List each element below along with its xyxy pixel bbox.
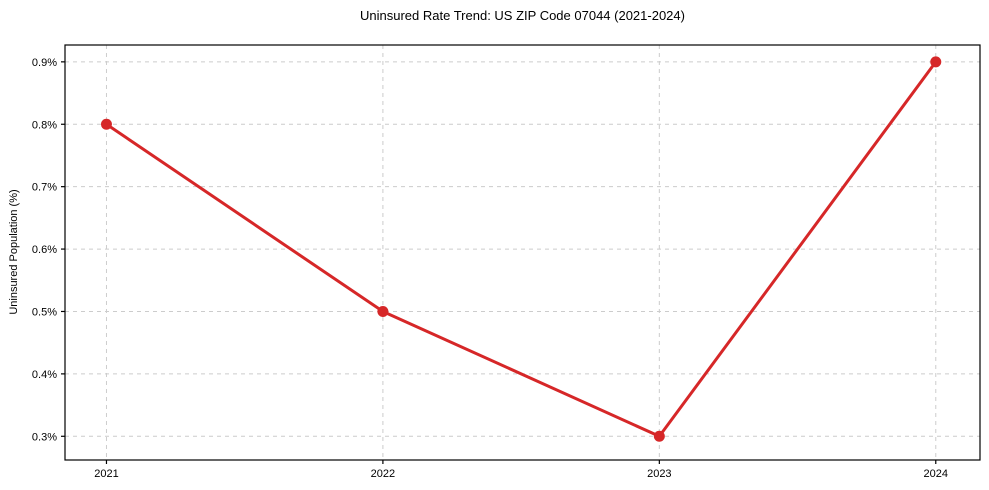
plot-border [64,44,981,461]
y-tick-label: 0.5% [32,306,57,318]
data-point-marker [377,305,389,317]
x-tick-label: 2022 [371,468,395,480]
data-point-marker [930,56,942,68]
chart-title: Uninsured Rate Trend: US ZIP Code 07044 … [360,8,685,23]
y-tick-label: 0.9% [32,57,57,69]
trend-line [104,60,938,438]
x-tick-label: 2023 [647,468,671,480]
y-tick-label: 0.7% [32,182,57,194]
y-tick-label: 0.3% [32,431,57,443]
x-tick-label: 2021 [94,468,118,480]
y-tick-label: 0.8% [32,119,57,131]
x-tick-label: 2024 [924,468,948,480]
data-point-marker [100,118,112,130]
y-tick-label: 0.4% [32,369,57,381]
y-tick-label: 0.6% [32,244,57,256]
data-point-marker [653,430,665,442]
